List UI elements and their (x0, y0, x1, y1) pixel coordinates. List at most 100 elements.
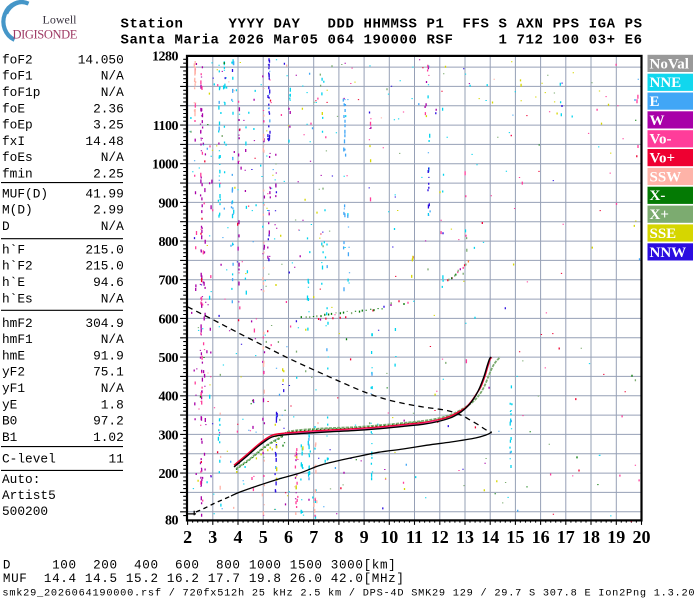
svg-text:10: 10 (380, 527, 398, 547)
svg-text:41.99: 41.99 (85, 186, 123, 201)
svg-text:SSE: SSE (650, 226, 677, 242)
svg-text:1.02: 1.02 (93, 430, 124, 445)
svg-text:N/A: N/A (101, 219, 124, 234)
svg-text:fxI: fxI (2, 134, 25, 149)
svg-text:17: 17 (557, 527, 575, 547)
svg-text:Auto:: Auto: (2, 472, 40, 487)
svg-text:foF1p: foF1p (2, 85, 40, 100)
svg-text:400: 400 (159, 390, 179, 405)
svg-text:hmE: hmE (2, 348, 25, 363)
svg-text:yF2: yF2 (2, 365, 25, 380)
svg-text:12: 12 (431, 527, 449, 547)
svg-text:5: 5 (259, 527, 268, 547)
svg-text:1.8: 1.8 (101, 397, 124, 412)
svg-text:1000: 1000 (152, 158, 179, 173)
svg-text:C-level: C-level (2, 452, 56, 467)
svg-text:yF1: yF1 (2, 381, 25, 396)
svg-text:Artist5: Artist5 (2, 488, 56, 503)
svg-text:7: 7 (309, 527, 318, 547)
svg-text:14.050: 14.050 (78, 52, 124, 67)
svg-text:hmF1: hmF1 (2, 332, 33, 347)
svg-text:2.36: 2.36 (93, 101, 124, 116)
svg-text:foF1: foF1 (2, 69, 33, 84)
svg-text:N/A: N/A (101, 69, 124, 84)
svg-text:800: 800 (159, 235, 179, 250)
svg-text:D 100 200 400 600 800: D 100 200 400 600 800 1000 1500 3000[km] (3, 559, 396, 573)
svg-text:13: 13 (456, 527, 474, 547)
svg-text:700: 700 (159, 274, 179, 289)
svg-text:600: 600 (159, 312, 179, 327)
svg-text:X+: X+ (650, 207, 669, 223)
svg-text:3.25: 3.25 (93, 118, 124, 133)
svg-text:15: 15 (506, 527, 524, 547)
svg-text:W: W (650, 113, 665, 129)
svg-text:MUF 14.4 14.5 15.2 16.2 17.7: MUF 14.4 14.5 15.2 16.2 17.7 19.8 26.0 4… (3, 572, 405, 586)
svg-text:h`E: h`E (2, 275, 25, 290)
svg-text:yE: yE (2, 397, 18, 412)
svg-text:foE: foE (2, 101, 25, 116)
svg-text:N/A: N/A (101, 381, 124, 396)
svg-text:B0: B0 (2, 414, 17, 429)
svg-text:h`F: h`F (2, 242, 25, 257)
svg-text:14.48: 14.48 (85, 134, 123, 149)
svg-text:NNW: NNW (650, 245, 687, 261)
svg-text:foEp: foEp (2, 118, 33, 133)
svg-text:91.9: 91.9 (93, 348, 124, 363)
svg-text:MUF(D): MUF(D) (2, 186, 48, 201)
svg-text:E: E (650, 94, 660, 110)
svg-text:97.2: 97.2 (93, 414, 124, 429)
svg-text:N/A: N/A (101, 85, 124, 100)
svg-text:1100: 1100 (153, 119, 179, 134)
svg-text:900: 900 (159, 196, 179, 211)
svg-text:2.99: 2.99 (93, 203, 124, 218)
svg-text:smk29_2026064190000.rsf / 720f: smk29_2026064190000.rsf / 720fx512h 25 k… (2, 587, 695, 599)
svg-text:11: 11 (406, 527, 423, 547)
svg-text:SSW: SSW (650, 169, 682, 185)
svg-text:foEs: foEs (2, 150, 33, 165)
svg-text:hmF2: hmF2 (2, 316, 33, 331)
svg-text:h`Es: h`Es (2, 291, 33, 306)
svg-text:9: 9 (360, 527, 369, 547)
svg-text:fmin: fmin (2, 167, 33, 182)
svg-text:304.9: 304.9 (85, 316, 123, 331)
svg-text:B1: B1 (2, 430, 18, 445)
svg-text:20: 20 (633, 527, 651, 547)
svg-text:M(D): M(D) (2, 203, 33, 218)
svg-text:foF2: foF2 (2, 52, 33, 67)
svg-text:N/A: N/A (101, 332, 124, 347)
svg-text:h`F2: h`F2 (2, 259, 33, 274)
svg-text:N/A: N/A (101, 150, 124, 165)
svg-text:NoVal: NoVal (650, 56, 689, 72)
svg-text:94.6: 94.6 (93, 275, 124, 290)
svg-text:DIGISONDE: DIGISONDE (13, 28, 78, 42)
svg-text:215.0: 215.0 (85, 259, 123, 274)
svg-text:Vo+: Vo+ (650, 151, 676, 167)
svg-text:1280: 1280 (152, 49, 179, 64)
svg-text:X-: X- (650, 188, 666, 204)
svg-text:D: D (2, 219, 10, 234)
svg-text:NNE: NNE (650, 75, 682, 91)
svg-text:Santa Maria 2026 Mar05 064 190: Santa Maria 2026 Mar05 064 190000 RSF 1 … (121, 32, 643, 48)
svg-text:6: 6 (284, 527, 293, 547)
svg-text:Vo-: Vo- (650, 132, 672, 148)
svg-text:18: 18 (582, 527, 600, 547)
svg-text:500200: 500200 (2, 504, 48, 519)
svg-text:2: 2 (183, 527, 192, 547)
svg-text:4: 4 (234, 527, 243, 547)
svg-text:Station YYYY DAY DDD HHM: Station YYYY DAY DDD HHMMSS P1 FFS S AXN… (121, 16, 643, 32)
svg-text:19: 19 (607, 527, 625, 547)
svg-text:500: 500 (159, 351, 179, 366)
svg-text:16: 16 (532, 527, 550, 547)
svg-text:200: 200 (159, 467, 179, 482)
svg-text:2.25: 2.25 (93, 167, 124, 182)
svg-text:11: 11 (108, 452, 124, 467)
svg-text:80: 80 (165, 513, 179, 528)
svg-text:215.0: 215.0 (85, 242, 123, 257)
svg-text:14: 14 (481, 527, 499, 547)
svg-text:75.1: 75.1 (93, 365, 124, 380)
svg-text:8: 8 (334, 527, 343, 547)
svg-text:N/A: N/A (101, 291, 124, 306)
svg-text:300: 300 (159, 428, 179, 443)
svg-text:3: 3 (208, 527, 217, 547)
svg-text:Lowell: Lowell (43, 13, 78, 27)
